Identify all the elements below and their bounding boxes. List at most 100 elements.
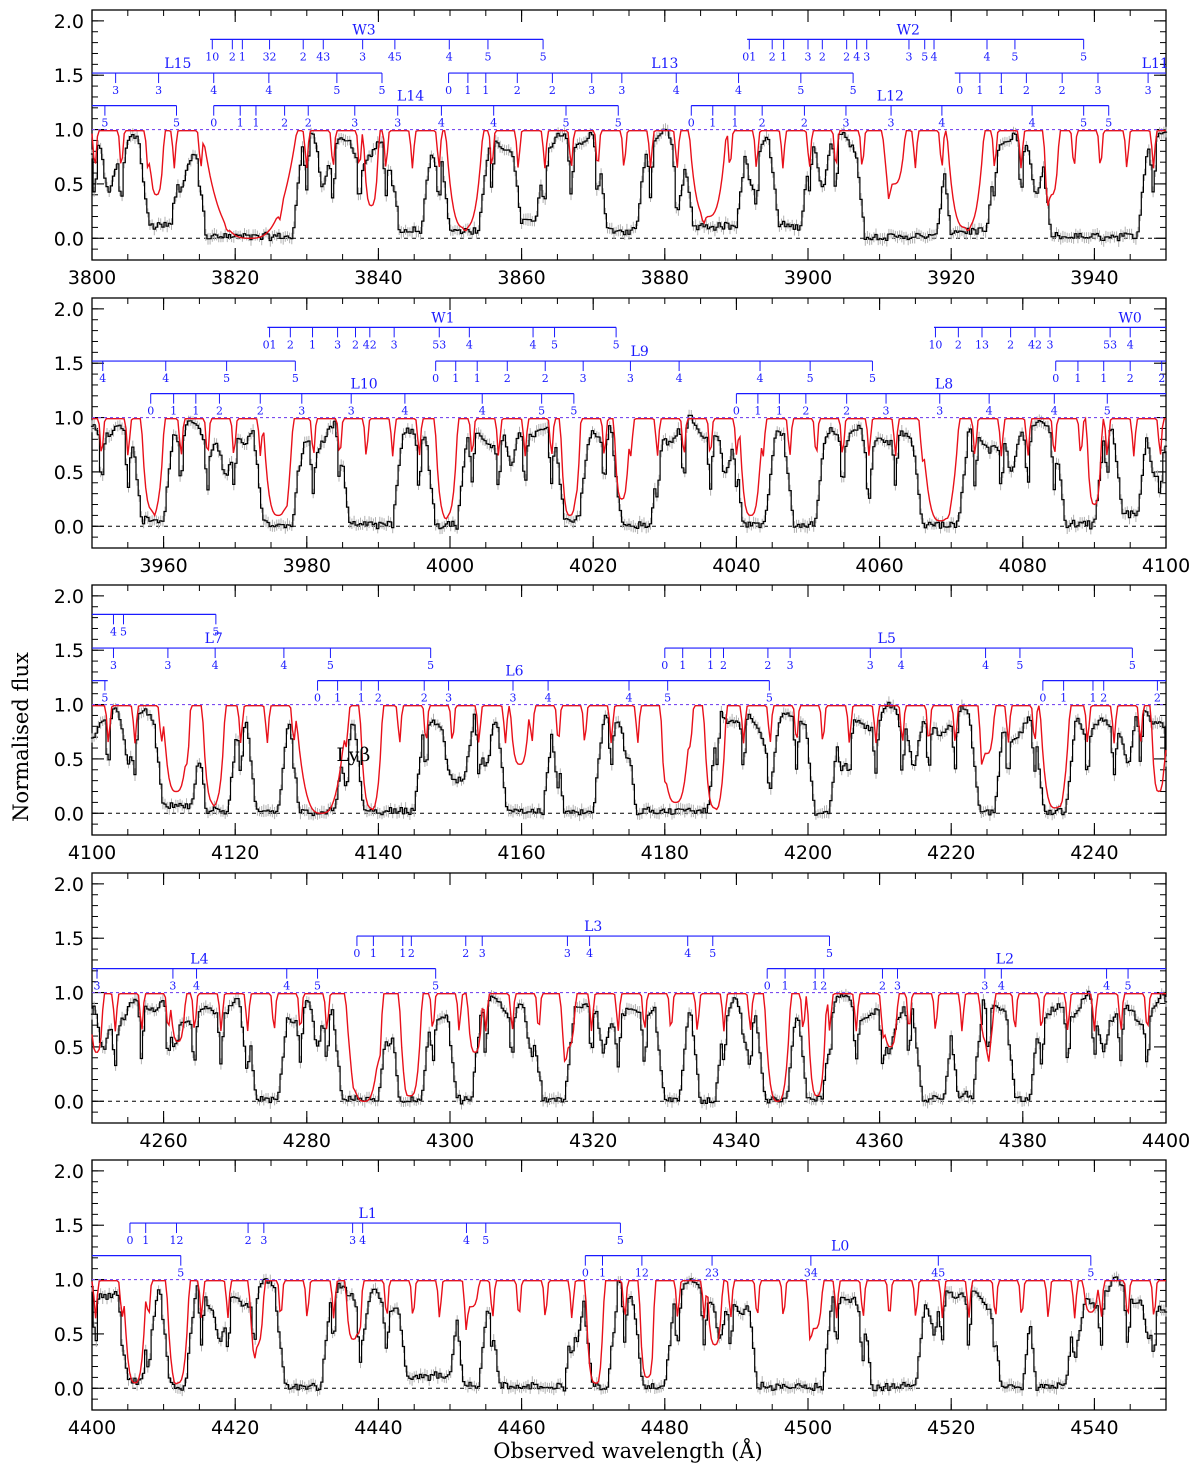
transition-label: 0: [314, 692, 321, 705]
transition-label: 1: [192, 405, 199, 418]
transition-label: 1: [464, 84, 471, 97]
transition-label: 5: [173, 117, 180, 130]
transition-label: 10: [205, 50, 219, 63]
transition-label: 4: [438, 117, 445, 130]
transition-label: 2: [1158, 372, 1165, 385]
x-tick-label: 4260: [139, 1130, 187, 1152]
transition-label: 3: [867, 659, 874, 672]
transition-label: 0: [764, 980, 771, 993]
transition-label: 2: [843, 405, 850, 418]
x-tick-label: 4120: [211, 842, 259, 864]
transition-label: 1: [1074, 372, 1081, 385]
absorption-system-L7: 3 3 4 4 5 5 L7: [92, 631, 434, 672]
transition-label: 5: [617, 1234, 624, 1247]
transition-label: 4: [735, 84, 742, 97]
system-label: L13: [651, 56, 678, 72]
transition-label: 1: [1100, 372, 1107, 385]
transition-label: 4: [998, 980, 1005, 993]
system-label: L1: [359, 1206, 377, 1222]
transition-label: 1: [780, 50, 787, 63]
transition-label: 13: [975, 338, 989, 351]
y-tick-label: 2.0: [54, 299, 84, 321]
transition-label: 2: [514, 84, 521, 97]
transition-label: 1: [1089, 692, 1096, 705]
transition-label: 2: [300, 50, 307, 63]
transition-label: 3: [479, 947, 486, 960]
absorption-system-partial-4: 5: [92, 680, 108, 705]
y-tick-label: 1.5: [54, 928, 84, 950]
x-tick-label: 4160: [497, 842, 545, 864]
transition-label: 0: [582, 1267, 589, 1280]
transition-label: 5: [797, 84, 804, 97]
transition-label: 3: [1094, 84, 1101, 97]
system-label: L3: [584, 919, 602, 935]
y-tick-label: 0.0: [54, 803, 84, 825]
absorption-system-L1: 0 1 12 2 3 3 4 4 5 5L1: [126, 1206, 623, 1247]
transition-label: 1: [782, 980, 789, 993]
transition-label: 5: [484, 50, 491, 63]
system-label: L8: [935, 377, 953, 393]
system-label: W1: [431, 310, 454, 326]
absorption-system-L15: 3 3 4 4 5 5 L15: [92, 56, 385, 97]
system-label: W0: [1119, 310, 1142, 326]
transition-label: 2: [305, 117, 312, 130]
transition-label: 2: [216, 405, 223, 418]
transition-label: 0: [1052, 372, 1059, 385]
observed-flux-histogram: [90, 128, 1168, 242]
transition-label: 5: [538, 405, 545, 418]
x-tick-label: 4320: [569, 1130, 617, 1152]
system-label: L15: [164, 56, 191, 72]
transition-label: 3: [787, 659, 794, 672]
transition-label: 1: [707, 659, 714, 672]
transition-label: 4: [676, 372, 683, 385]
y-tick-label: 1.0: [54, 120, 84, 142]
transition-label: 5: [709, 947, 716, 960]
transition-label: 1: [370, 947, 377, 960]
transition-label: 3: [888, 117, 895, 130]
y-tick-label: 1.5: [54, 65, 84, 87]
transition-label: 01: [742, 50, 756, 63]
transition-label: 1: [239, 50, 246, 63]
x-tick-label: 3820: [211, 267, 259, 289]
transition-label: 4: [479, 405, 486, 418]
y-tick-label: 1.0: [54, 408, 84, 430]
transition-label: 3: [110, 659, 117, 672]
transition-label: 3: [1047, 338, 1054, 351]
system-label: L11: [1142, 56, 1169, 72]
transition-label: 0: [956, 84, 963, 97]
transition-label: 4: [673, 84, 680, 97]
flux-error-bars: [91, 985, 1167, 1110]
transition-label: 3: [169, 980, 176, 993]
annotation-label: Lyβ: [336, 744, 370, 766]
transition-label: 2: [820, 980, 827, 993]
transition-label: 4: [446, 50, 453, 63]
y-tick-label: 0.5: [54, 749, 84, 771]
system-label: L6: [505, 664, 523, 680]
transition-label: 3: [564, 947, 571, 960]
x-tick-label: 3880: [641, 267, 689, 289]
system-label: L2: [996, 952, 1014, 968]
transition-label: 4: [984, 50, 991, 63]
x-tick-label: 4340: [712, 1130, 760, 1152]
transition-label: 4: [898, 659, 905, 672]
transition-label: 4: [938, 117, 945, 130]
absorption-system-L4: 3 3 4 4 5 5 L4: [92, 952, 439, 993]
transition-label: 3: [391, 338, 398, 351]
transition-label: 1: [399, 947, 406, 960]
transition-label: 5: [314, 980, 321, 993]
transition-label: 3: [842, 117, 849, 130]
transition-label: 2: [281, 117, 288, 130]
x-tick-label: 3900: [784, 267, 832, 289]
transition-label: 4: [466, 338, 473, 351]
transition-label: 3: [112, 84, 119, 97]
y-tick-label: 2.0: [54, 874, 84, 896]
transition-label: 2: [542, 372, 549, 385]
transition-label: 5: [1105, 117, 1112, 130]
absorption-system-L6: 0 1 1 2 2 3 3 4 4 5 5L6: [314, 664, 773, 705]
panel-frame: [91, 872, 1167, 1124]
absorption-system-partial-4: 0 1 1 2 2: [1052, 360, 1166, 385]
transition-label: 5: [1080, 50, 1087, 63]
